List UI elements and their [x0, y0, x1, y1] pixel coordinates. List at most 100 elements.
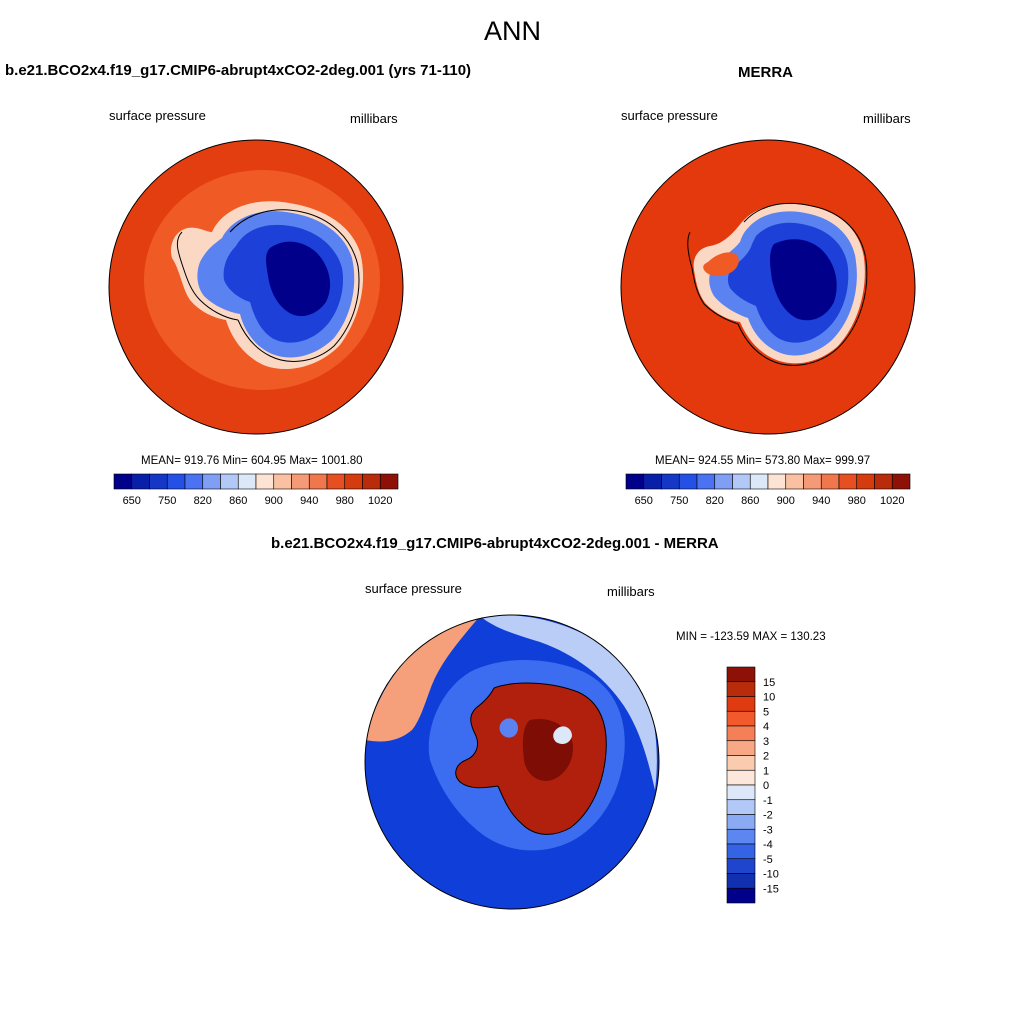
diff-colorbar-swatch	[726, 725, 756, 742]
model-colorbar-swatch	[362, 473, 381, 490]
diff-colorbar-swatch	[726, 710, 756, 727]
model-colorbar-tick-label: 900	[265, 495, 283, 507]
model-colorbar-swatch	[131, 473, 150, 490]
model-colorbar-tick-label: 860	[229, 495, 247, 507]
obs-colorbar-swatch	[803, 473, 822, 490]
obs-colorbar-swatch	[856, 473, 875, 490]
model-colorbar: 650 750 820 860 900 940 980 1020	[113, 473, 399, 507]
obs-colorbar-swatch	[714, 473, 733, 490]
diff-colorbar-tick-label: 0	[763, 780, 769, 792]
diff-colorbar-swatch	[726, 666, 756, 683]
obs-colorbar-tick-label: 980	[848, 495, 866, 507]
model-colorbar-swatch	[202, 473, 221, 490]
obs-stats: MEAN= 924.55 Min= 573.80 Max= 999.97	[655, 455, 871, 467]
obs-colorbar-swatch	[678, 473, 698, 490]
diff-colorbar-tick-label: -1	[763, 795, 773, 807]
obs-colorbar-swatch	[696, 473, 716, 490]
model-colorbar-swatch	[344, 473, 363, 490]
diff-colorbar-tick-label: 1	[763, 765, 769, 777]
diff-colorbar-tick-label: -4	[763, 839, 773, 851]
diff-units-label: millibars	[607, 584, 655, 599]
model-map	[109, 140, 403, 434]
obs-colorbar-swatch	[820, 473, 840, 490]
obs-map	[621, 140, 915, 434]
obs-coastline	[687, 202, 868, 366]
obs-colorbar-swatch	[891, 473, 911, 490]
obs-peninsula	[703, 252, 739, 277]
obs-colorbar-swatch	[785, 473, 804, 490]
model-colorbar-swatch	[184, 473, 204, 490]
diff-colorbar-tick-label: 2	[763, 751, 769, 763]
diff-colorbar-swatch	[726, 681, 756, 697]
diff-colorbar-swatch	[726, 887, 756, 904]
diff-land-pale-patch	[553, 726, 572, 744]
model-map-frame	[108, 139, 404, 435]
model-stats: MEAN= 919.76 Min= 604.95 Max= 1001.80	[141, 455, 363, 467]
diff-colorbar-swatch	[726, 696, 756, 712]
diff-colorbar-swatch	[726, 843, 756, 860]
model-units-label: millibars	[350, 111, 398, 126]
obs-colorbar: 650 750 820 860 900 940 980 1020	[625, 473, 911, 507]
diff-colorbar-tick-label: 10	[763, 692, 775, 704]
model-colorbar-tick-label: 940	[300, 495, 318, 507]
diff-variable-label: surface pressure	[365, 581, 462, 596]
model-colorbar-swatch	[326, 473, 346, 490]
obs-colorbar-tick-label: 750	[670, 495, 688, 507]
model-colorbar-swatch	[220, 473, 239, 490]
obs-colorbar-tick-label: 860	[741, 495, 759, 507]
diff-colorbar-swatch	[726, 873, 756, 889]
obs-colorbar-swatch	[732, 473, 751, 490]
diff-colorbar-tick-label: 5	[763, 706, 769, 718]
model-variable-label: surface pressure	[109, 108, 206, 123]
obs-variable-label: surface pressure	[621, 108, 718, 123]
obs-units-label: millibars	[863, 111, 911, 126]
diff-colorbar-swatch	[726, 784, 756, 801]
obs-colorbar-swatch	[749, 473, 769, 490]
model-coastline	[176, 209, 360, 362]
figure-title: ANN	[484, 16, 542, 46]
model-colorbar-tick-label: 820	[194, 495, 212, 507]
model-panel-title: b.e21.BCO2x4.f19_g17.CMIP6-abrupt4xCO2-2…	[5, 62, 472, 79]
obs-map-frame	[620, 139, 916, 435]
diff-pale-band	[480, 615, 657, 790]
diff-colorbar-swatch	[726, 828, 756, 845]
diff-colorbar-swatch	[726, 814, 756, 830]
diff-colorbar-tick-label: -5	[763, 854, 773, 866]
diff-colorbar-swatch	[726, 858, 756, 874]
model-colorbar-swatch	[379, 473, 399, 490]
diff-colorbar-tick-label: 4	[763, 721, 769, 733]
obs-colorbar-swatch	[874, 473, 893, 490]
obs-colorbar-swatch	[838, 473, 858, 490]
model-colorbar-swatch	[237, 473, 257, 490]
model-colorbar-swatch	[149, 473, 168, 490]
model-colorbar-swatch	[255, 473, 275, 490]
diff-colorbar-tick-label: 3	[763, 736, 769, 748]
model-colorbar-tick-label: 980	[336, 495, 354, 507]
model-colorbar-swatch	[166, 473, 186, 490]
model-ice-deep	[266, 241, 331, 317]
obs-colorbar-tick-label: 1020	[880, 495, 904, 507]
model-colorbar-swatch	[113, 473, 133, 490]
diff-colorbar-tick-label: 15	[763, 677, 775, 689]
obs-colorbar-swatch	[625, 473, 645, 490]
obs-colorbar-tick-label: 940	[812, 495, 830, 507]
diff-panel-title: b.e21.BCO2x4.f19_g17.CMIP6-abrupt4xCO2-2…	[271, 535, 719, 552]
model-colorbar-swatch	[308, 473, 328, 490]
diff-warm-sector	[365, 616, 480, 742]
diff-colorbar-swatch	[726, 799, 756, 815]
model-colorbar-swatch	[273, 473, 292, 490]
obs-ice-deep	[770, 239, 837, 321]
obs-panel-title: MERRA	[738, 64, 793, 81]
diff-coastline	[455, 682, 607, 835]
obs-colorbar-swatch	[767, 473, 787, 490]
obs-colorbar-swatch	[661, 473, 680, 490]
obs-colorbar-tick-label: 820	[706, 495, 724, 507]
model-colorbar-tick-label: 1020	[368, 495, 392, 507]
obs-colorbar-tick-label: 650	[635, 495, 653, 507]
diff-land-blue-patch	[499, 718, 518, 738]
obs-colorbar-swatch	[643, 473, 662, 490]
diff-colorbar-tick-label: -15	[763, 883, 779, 895]
diff-colorbar-tick-label: -2	[763, 810, 773, 822]
